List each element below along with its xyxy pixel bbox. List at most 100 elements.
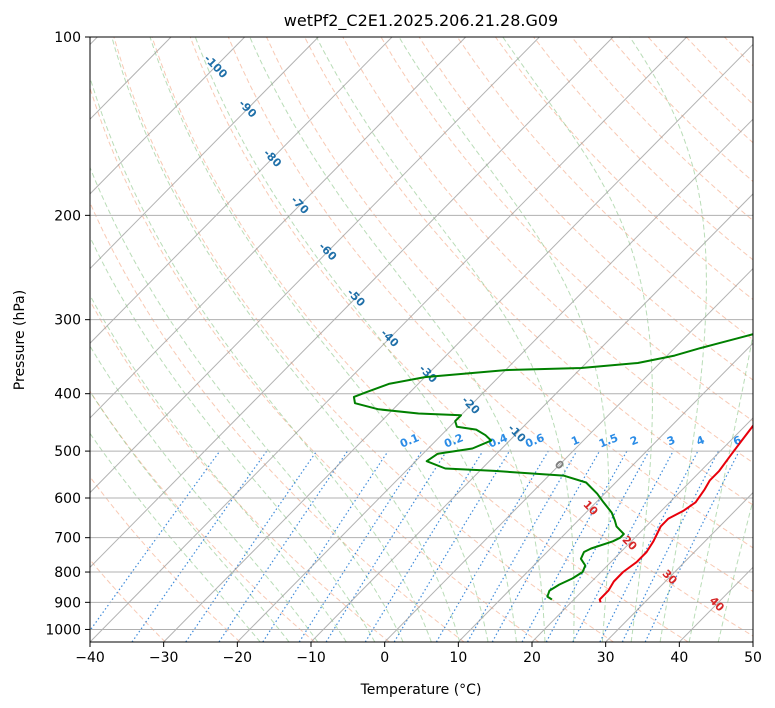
dry-adiabat	[90, 299, 390, 642]
dry-adiabat	[90, 201, 465, 642]
moist-adiabat	[249, 37, 546, 642]
mixing-ratio-label: 0.1	[398, 431, 421, 450]
isotherm	[752, 641, 753, 642]
x-axis-label: Temperature (°C)	[360, 682, 482, 698]
x-tick-label: 50	[744, 650, 762, 666]
moist-adiabat	[90, 166, 404, 642]
mixing-ratio-label: 1	[569, 433, 581, 448]
dry-adiabat	[304, 37, 753, 506]
mixing-ratio-line	[262, 450, 389, 642]
background-lines	[90, 37, 775, 642]
dry-adiabat	[763, 37, 775, 642]
isotherm	[384, 267, 753, 642]
moist-adiabat	[717, 498, 753, 642]
mixing-ratio-label: 1.5	[597, 431, 620, 450]
dry-adiabat	[90, 390, 316, 642]
mixing-ratio-line	[90, 450, 221, 632]
mixing-ratio-line	[298, 450, 423, 642]
profile-lines	[352, 333, 753, 603]
moist-adiabat	[90, 345, 319, 642]
y-tick-label: 900	[54, 595, 81, 611]
mixing-ratio-line	[435, 450, 549, 642]
moist-adiabat	[149, 37, 489, 642]
moist-adiabat	[90, 390, 290, 642]
mixing-ratio-line	[644, 450, 740, 642]
x-tick-label: 20	[523, 650, 541, 666]
dry-adiabat	[380, 37, 753, 422]
y-tick-label: 1000	[45, 622, 81, 638]
dry-adiabat	[189, 37, 753, 637]
y-axis-ticks: 100 200 300 400 500 600 700 800 900 1000	[45, 30, 90, 638]
dry-adiabat	[90, 475, 241, 642]
isotherm	[678, 566, 753, 642]
mixing-ratio-label: 3	[665, 433, 677, 448]
isotherm	[163, 43, 753, 642]
mixing-ratio-label: 2	[628, 433, 640, 448]
mixing-ratio-label: 8	[757, 433, 769, 448]
plot-frame	[89, 36, 754, 643]
x-tick-label: 0	[380, 650, 389, 666]
moist-adiabat	[90, 432, 261, 642]
mixing-ratio-line	[185, 450, 318, 642]
mixing-ratio-line	[621, 450, 719, 642]
isotherm	[90, 37, 393, 344]
mixing-ratio-line	[393, 450, 510, 642]
y-tick-label: 300	[54, 313, 81, 329]
dry-adiabat	[266, 37, 753, 549]
x-tick-label: −20	[223, 650, 253, 666]
dry-adiabat	[609, 37, 753, 183]
mixing-ratio-label: 4	[695, 433, 707, 448]
mixing-ratio-line	[218, 450, 348, 642]
isotherm	[236, 118, 753, 642]
y-tick-label: 700	[54, 531, 81, 547]
x-tick-label: −30	[149, 650, 179, 666]
moist-adiabat	[502, 37, 653, 642]
x-tick-label: −10	[296, 650, 326, 666]
moist-adiabat	[688, 332, 753, 642]
dry-adiabat	[342, 37, 753, 464]
dry-adiabat	[494, 37, 753, 301]
temperature-profile-line	[598, 424, 753, 603]
moist-adiabat	[398, 37, 610, 642]
mixing-ratio-line	[521, 450, 628, 642]
mixing-ratio-line	[545, 450, 650, 642]
isotherm	[90, 37, 246, 195]
x-tick-label: 40	[670, 650, 688, 666]
dry-adiabat	[90, 86, 540, 642]
isotherm	[531, 417, 753, 642]
x-tick-label: −40	[75, 650, 105, 666]
isotherm	[605, 491, 753, 642]
mixing-ratio-label: 0.2	[442, 431, 465, 450]
chart-title: wetPf2_C2E1.2025.206.21.28.G09	[284, 11, 558, 31]
dry-adiabat	[227, 37, 753, 593]
dry-adiabat	[90, 558, 166, 642]
dewpoint-profile-line	[352, 333, 753, 601]
mixing-ratio-line	[364, 450, 484, 642]
isotherm	[310, 193, 753, 642]
y-tick-label: 600	[54, 491, 81, 507]
isotherm	[457, 342, 753, 642]
dry-adiabat	[533, 37, 753, 261]
x-axis-ticks: −40 −30 −20 −10 0 10 20 30 40 50	[75, 642, 762, 666]
y-tick-label: 200	[54, 208, 81, 224]
moist-adiabat	[111, 37, 461, 642]
y-axis-label: Pressure (hPa)	[12, 290, 28, 390]
moist-adiabat	[194, 37, 517, 642]
moist-adiabat	[90, 75, 432, 642]
mixing-ratio-line	[491, 450, 601, 642]
moist-adiabat	[629, 37, 707, 642]
y-tick-label: 400	[54, 387, 81, 403]
x-tick-label: 30	[597, 650, 615, 666]
x-tick-label: 10	[449, 650, 467, 666]
y-tick-label: 800	[54, 565, 81, 581]
mixing-ratio-line	[325, 450, 448, 642]
isotherm	[90, 37, 614, 569]
y-tick-label: 500	[54, 444, 81, 460]
isotherm	[90, 37, 319, 270]
isotherm	[90, 37, 467, 419]
moist-adiabat	[90, 235, 376, 642]
dry-adiabat	[456, 37, 753, 341]
isotherm	[90, 37, 540, 494]
moist-adiabat	[90, 294, 347, 642]
